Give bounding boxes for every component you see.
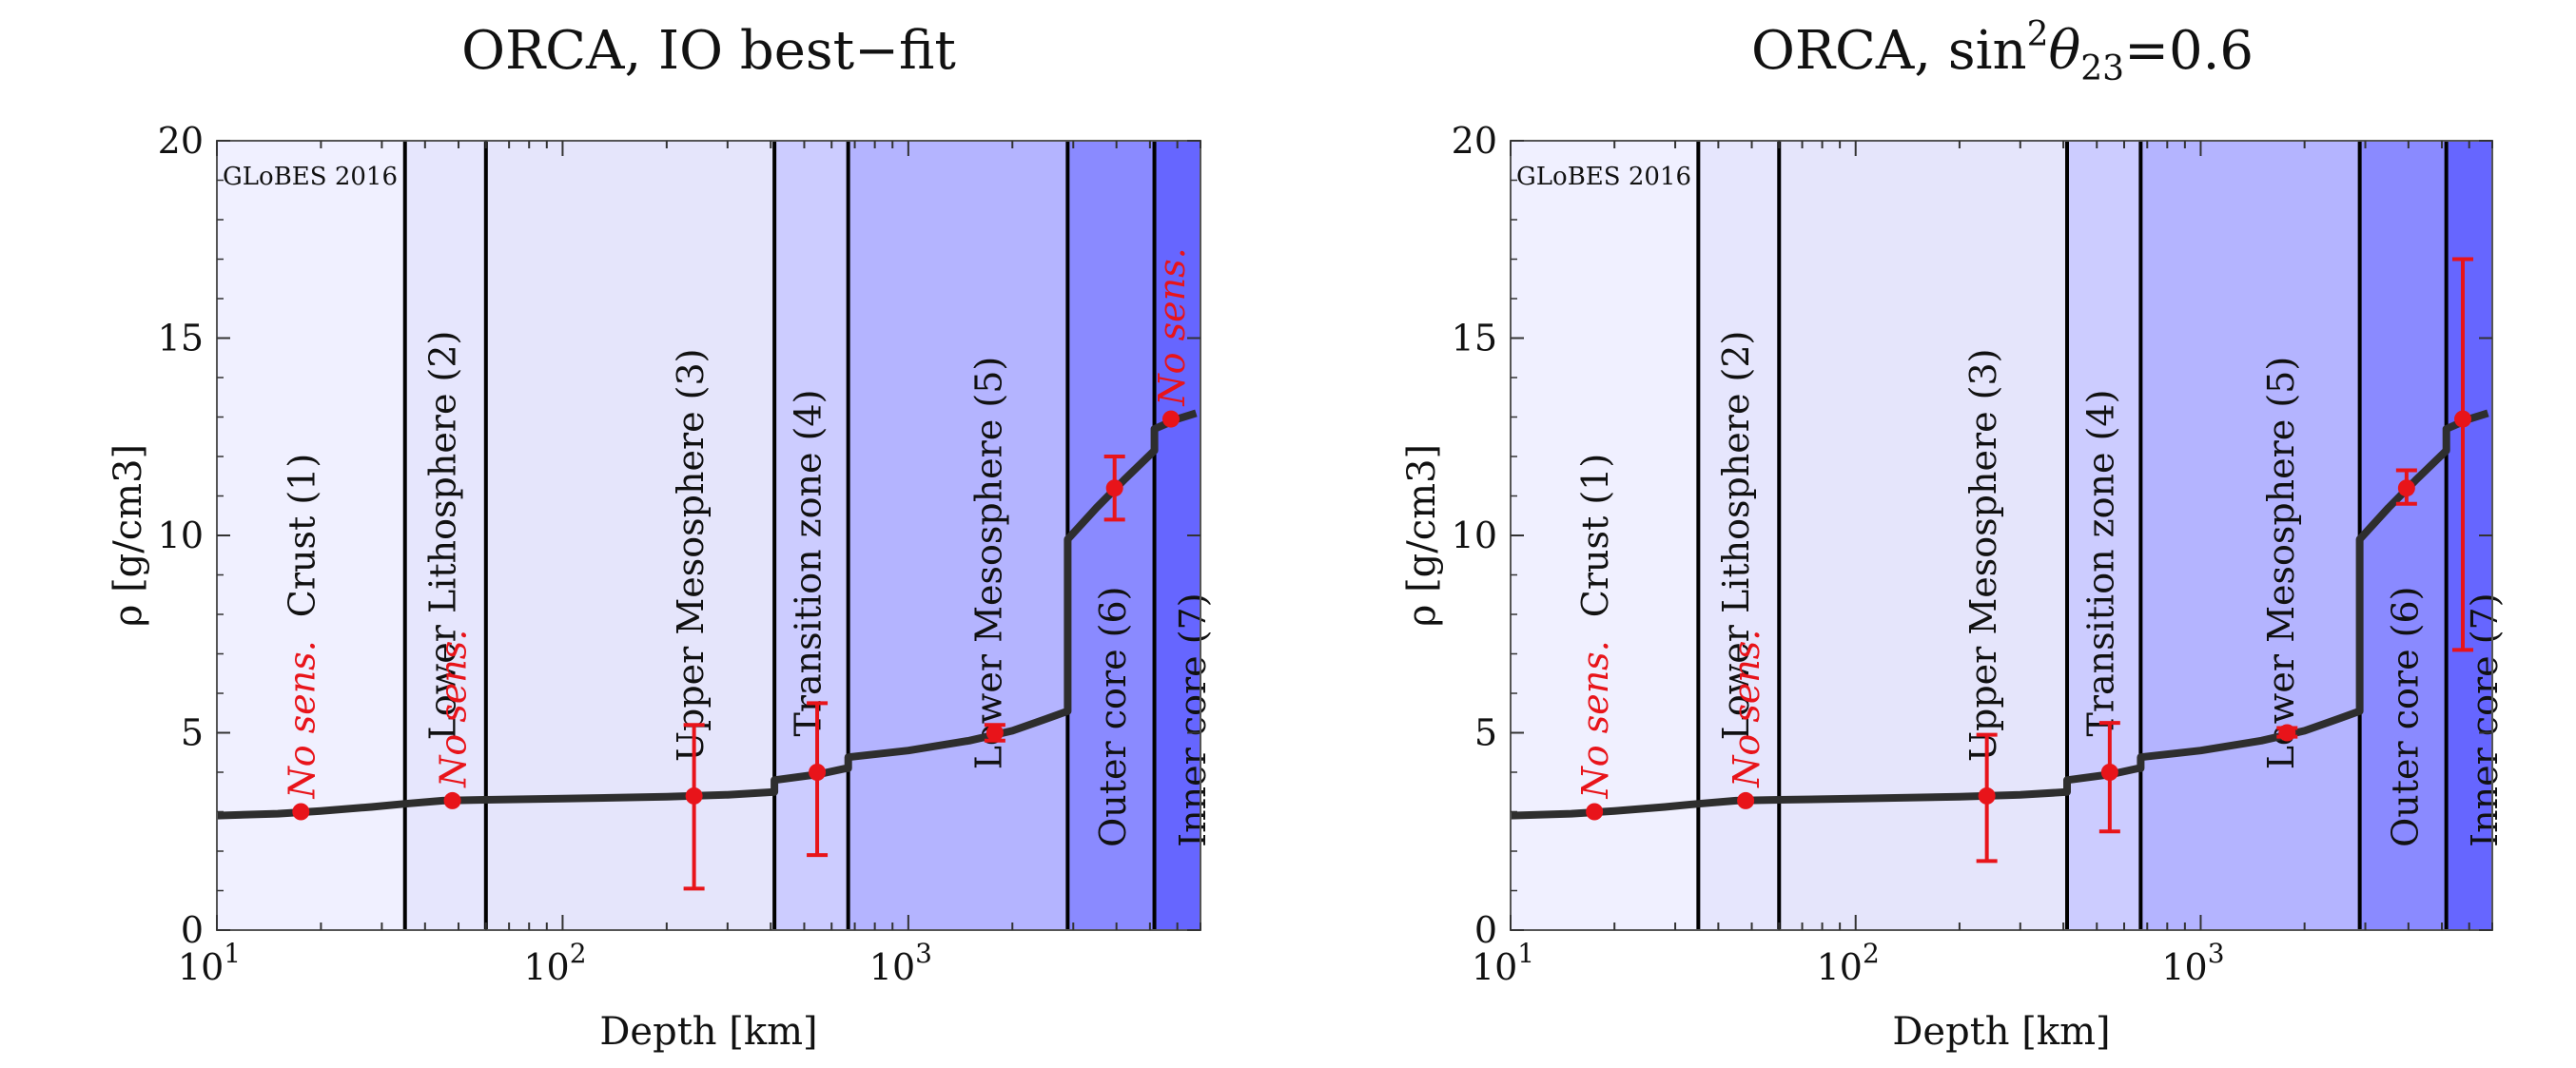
layer-label: Lower Mesosphere (5)	[968, 357, 1010, 770]
layer-band	[2359, 141, 2447, 930]
layer-label: Crust (1)	[1574, 454, 1616, 617]
layer-band	[1779, 141, 2068, 930]
layer-label: Lower Lithosphere (2)	[1715, 331, 1757, 741]
globes-watermark: GLoBES 2016	[223, 163, 398, 191]
layer-band	[774, 141, 849, 930]
y-tick-label: 20	[1452, 120, 1497, 162]
data-point	[1737, 791, 1755, 809]
data-point	[2397, 479, 2415, 497]
no-sens-label: No sens.	[281, 640, 322, 799]
data-point	[809, 764, 827, 781]
layer-band	[1067, 141, 1155, 930]
data-point	[1161, 410, 1180, 428]
y-tick-label: 0	[181, 909, 204, 951]
x-tick-label: 101	[178, 938, 241, 988]
error-bar	[683, 723, 705, 891]
globes-watermark: GLoBES 2016	[1516, 163, 1691, 191]
layer-band	[1511, 141, 1699, 930]
data-point	[1586, 803, 1604, 821]
layer-label: Lower Mesosphere (5)	[2260, 357, 2302, 770]
layer-label: Upper Mesosphere (3)	[1962, 348, 2004, 762]
data-point	[2100, 764, 2118, 781]
y-tick-label: 15	[1452, 318, 1497, 359]
layer-band	[2067, 141, 2141, 930]
layer-label: Crust (1)	[281, 454, 322, 617]
layer-band	[848, 141, 1068, 930]
data-point	[443, 791, 461, 809]
no-sens-label: No sens.	[433, 630, 475, 788]
chart-title: ORCA, IO best−fit	[461, 20, 956, 82]
x-tick-label: 102	[1817, 938, 1880, 988]
no-sens-label: No sens.	[1574, 640, 1616, 799]
no-sens-label: No sens.	[1151, 247, 1193, 406]
y-tick-label: 5	[1474, 712, 1497, 754]
chart-title: ORCA, sin2θ23=0.6	[1751, 15, 2254, 88]
y-tick-label: 10	[1452, 515, 1497, 556]
x-axis-label: Depth [km]	[1892, 1010, 2110, 1054]
x-axis-label: Depth [km]	[599, 1010, 817, 1054]
x-tick-label: 101	[1472, 938, 1534, 988]
y-tick-label: 20	[158, 120, 204, 162]
data-point	[986, 724, 1004, 742]
no-sens-label: No sens.	[1726, 630, 1767, 788]
layer-label: Upper Mesosphere (3)	[670, 348, 712, 762]
panel-2: Crust (1) Lower Lithosphere (2) Upper Meso…	[1400, 15, 2506, 1054]
layer-label: Inner core (7)	[1172, 592, 1214, 846]
layer-label: Outer core (6)	[1092, 586, 1134, 846]
data-point	[292, 803, 310, 821]
y-tick-label: 10	[158, 515, 204, 556]
layer-label: Transition zone (4)	[788, 390, 829, 737]
layer-label: Lower Lithosphere (2)	[421, 331, 463, 741]
layer-band	[2140, 141, 2360, 930]
y-tick-label: 0	[1474, 909, 1497, 951]
y-axis-label: ρ [g/cm3]	[107, 444, 150, 627]
layer-band	[217, 141, 405, 930]
data-point	[1105, 479, 1123, 497]
layer-label: Transition zone (4)	[2079, 390, 2121, 737]
y-axis-label: ρ [g/cm3]	[1400, 444, 1444, 627]
layer-label: Outer core (6)	[2384, 586, 2426, 846]
data-point	[685, 786, 703, 805]
y-tick-label: 5	[181, 712, 204, 754]
data-point	[2454, 410, 2472, 428]
layer-label: Inner core (7)	[2464, 592, 2506, 846]
x-tick-label: 102	[523, 938, 586, 988]
panel-1: Crust (1) Lower Lithosphere (2) Upper Meso…	[107, 20, 1214, 1054]
x-tick-label: 103	[2161, 938, 2224, 988]
layer-band	[485, 141, 775, 930]
error-bar	[2452, 257, 2474, 652]
x-tick-label: 103	[869, 938, 932, 988]
data-point	[2278, 724, 2296, 742]
data-point	[1978, 786, 1996, 805]
y-tick-label: 15	[158, 318, 204, 359]
